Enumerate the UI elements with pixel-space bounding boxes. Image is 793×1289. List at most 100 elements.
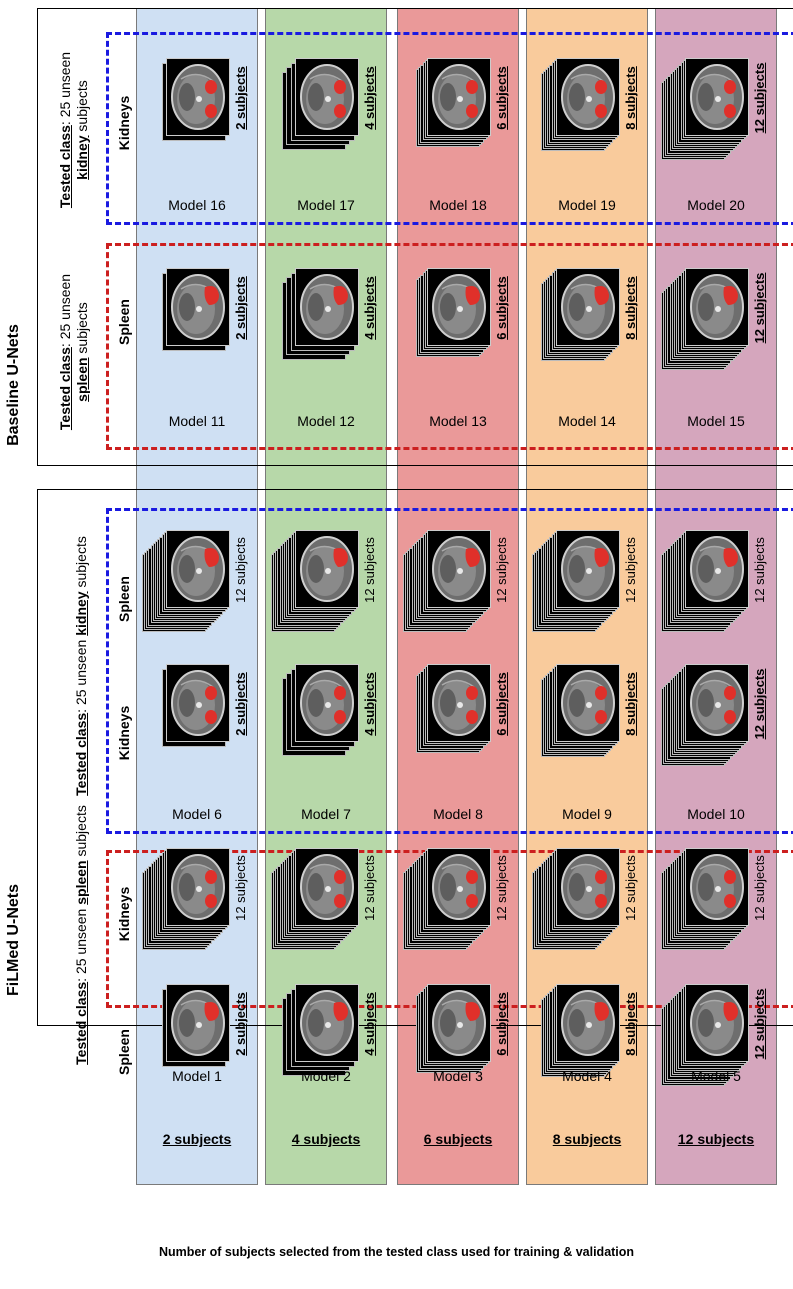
model-label-1: Model 1 [172,1068,222,1084]
column-subject-count-label: 12 subjects [677,1131,755,1147]
subject-count-label: 12 subjects [752,537,767,603]
baseline-section-label: Baseline U-Nets [5,324,22,446]
model-label-3: Model 3 [433,1068,483,1084]
model-label-16: Model 16 [168,197,226,213]
filmed-spleen-tested-label: Tested class: 25 unseen spleen subjects [73,805,89,1065]
ct-scan-kidneys-image [556,848,620,926]
subject-count-label: 6 subjects [494,672,509,736]
ct-scan-kidneys-image [685,664,749,742]
subject-count-label: 6 subjects [494,992,509,1056]
model-label-14: Model 14 [558,413,616,429]
subject-count-label: 12 subjects [752,272,767,344]
subject-count-label: 12 subjects [233,855,248,921]
model-label-10: Model 10 [687,806,745,822]
filmed-frame [37,489,793,1026]
ct-scan-kidneys-image [427,848,491,926]
model-label-6: Model 6 [172,806,222,822]
ct-scan-kidneys-image [427,664,491,742]
ct-scan-spleen-image [556,268,620,346]
baseline-kidney-dash-box [106,32,793,225]
ct-scan-kidneys-image [295,664,359,742]
subject-count-label: 12 subjects [362,537,377,603]
column-subject-count-label: 4 subjects [291,1131,361,1147]
figure-caption: Number of subjects selected from the tes… [158,1245,635,1259]
ct-scan-spleen-image [556,984,620,1062]
model-label-19: Model 19 [558,197,616,213]
baseline-spleen-dash-box [106,243,793,450]
ct-scan-spleen-image [166,984,230,1062]
ct-scan-kidneys-image [166,664,230,742]
subject-count-label: 8 subjects [623,276,638,340]
subject-count-label: 6 subjects [494,276,509,340]
subject-count-label: 12 subjects [623,855,638,921]
organ-label-spleen: Spleen [116,1029,132,1075]
subject-count-label: 12 subjects [362,855,377,921]
subject-count-label: 2 subjects [233,276,248,340]
ct-scan-kidneys-image [166,848,230,926]
model-label-18: Model 18 [429,197,487,213]
model-label-17: Model 17 [297,197,355,213]
ct-scan-spleen-image [295,530,359,608]
ct-scan-spleen-image [556,530,620,608]
organ-label-kidneys: Kidneys [116,95,132,151]
model-label-4: Model 4 [562,1068,612,1084]
ct-scan-spleen-image [427,268,491,346]
column-subject-count-label: 6 subjects [423,1131,493,1147]
subject-count-label: 8 subjects [623,672,638,736]
subject-count-label: 4 subjects [362,276,377,340]
model-label-11: Model 11 [168,413,226,429]
ct-scan-spleen-image [166,268,230,346]
subject-count-label: 4 subjects [362,992,377,1056]
ct-scan-spleen-image [295,268,359,346]
organ-label-kidneys: Kidneys [116,705,132,761]
model-label-20: Model 20 [687,197,745,213]
ct-scan-kidneys-image [685,848,749,926]
column-subject-count-label: 2 subjects [162,1131,232,1147]
ct-scan-spleen-image [295,984,359,1062]
subject-count-label: 4 subjects [362,66,377,130]
ct-scan-kidneys-image [427,58,491,136]
model-label-13: Model 13 [429,413,487,429]
subject-count-label: 12 subjects [494,855,509,921]
model-label-9: Model 9 [562,806,612,822]
ct-scan-spleen-image [166,530,230,608]
subject-count-label: 2 subjects [233,672,248,736]
ct-scan-spleen-image [685,984,749,1062]
ct-scan-spleen-image [685,268,749,346]
model-label-7: Model 7 [301,806,351,822]
subject-count-label: 12 subjects [752,855,767,921]
ct-scan-kidneys-image [685,58,749,136]
baseline-spleen-tested-label: Tested class: 25 unseen spleen subjects [57,273,90,431]
model-label-15: Model 15 [687,413,745,429]
filmed-kidney-dash-box [106,508,793,834]
baseline-frame [37,8,793,466]
filmed-section-label: FiLMed U-Nets [5,884,22,996]
subject-count-label: 12 subjects [623,537,638,603]
subject-count-label: 6 subjects [494,66,509,130]
ct-scan-kidneys-image [166,58,230,136]
ct-scan-spleen-image [427,530,491,608]
subject-count-label: 12 subjects [752,668,767,740]
model-label-2: Model 2 [301,1068,351,1084]
ct-scan-kidneys-image [295,58,359,136]
column-subject-count-label: 8 subjects [552,1131,622,1147]
subject-count-label: 12 subjects [494,537,509,603]
model-label-12: Model 12 [297,413,355,429]
organ-label-spleen: Spleen [116,299,132,345]
subject-count-label: 4 subjects [362,672,377,736]
filmed-kidney-tested-label: Tested class: 25 unseen kidney subjects [73,536,89,796]
ct-scan-kidneys-image [295,848,359,926]
baseline-kidney-tested-label: Tested class: 25 unseen kidney subjects [57,51,90,209]
ct-scan-kidneys-image [556,664,620,742]
model-label-8: Model 8 [433,806,483,822]
organ-label-kidneys: Kidneys [116,886,132,942]
ct-scan-kidneys-image [556,58,620,136]
subject-count-label: 2 subjects [233,66,248,130]
subject-count-label: 8 subjects [623,992,638,1056]
subject-count-label: 8 subjects [623,66,638,130]
ct-scan-spleen-image [427,984,491,1062]
subject-count-label: 12 subjects [752,62,767,134]
subject-count-label: 12 subjects [233,537,248,603]
ct-scan-spleen-image [685,530,749,608]
organ-label-spleen: Spleen [116,576,132,622]
